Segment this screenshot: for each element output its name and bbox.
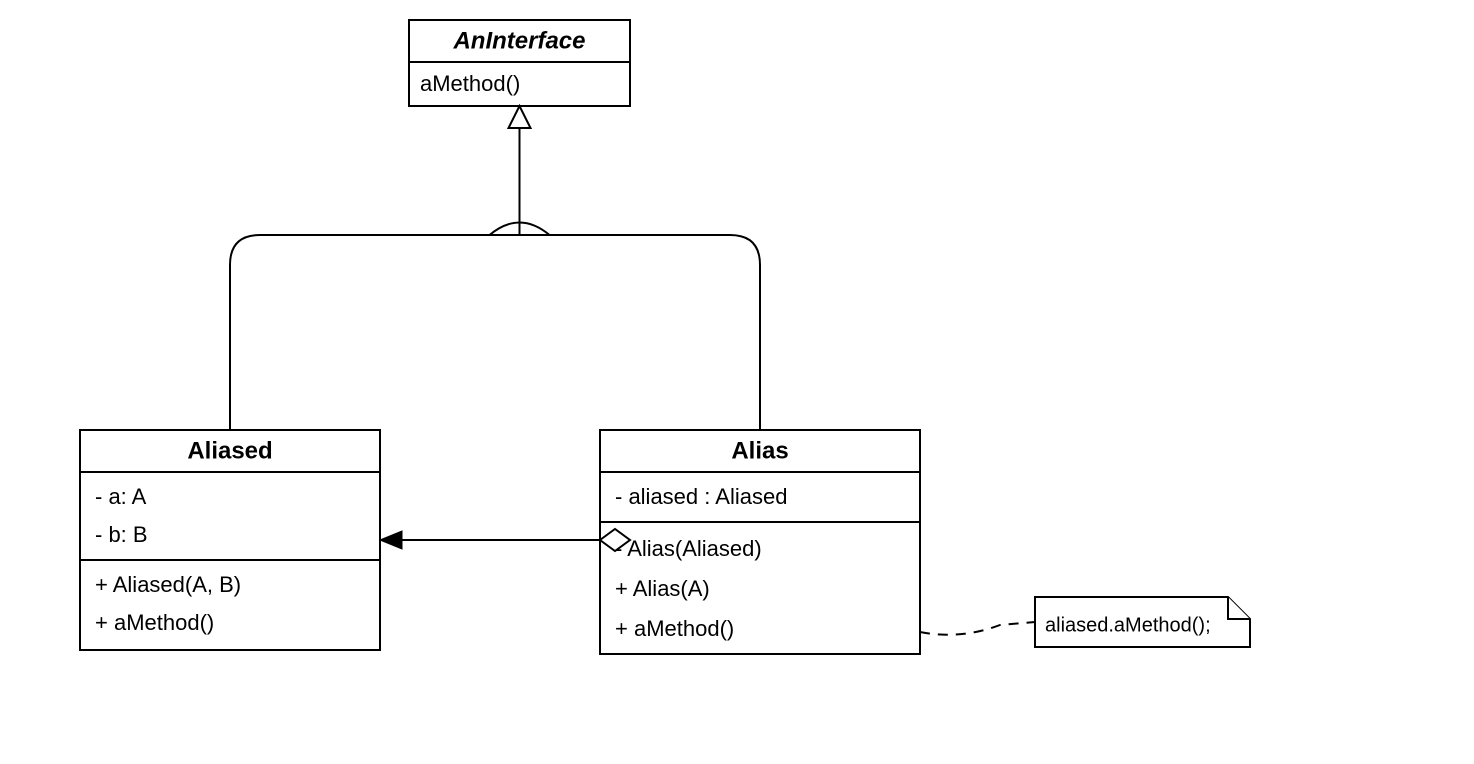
note-text: aliased.aMethod();	[1045, 614, 1211, 636]
alias-method-1: + Alias(A)	[615, 576, 710, 601]
alias-class: Alias - aliased : Aliased - Alias(Aliase…	[600, 430, 920, 654]
alias-attr-0: - aliased : Aliased	[615, 484, 787, 509]
aliased-class: Aliased - a: A - b: B + Aliased(A, B) + …	[80, 430, 380, 650]
interface-method-0: aMethod()	[420, 71, 520, 96]
aliased-method-1: + aMethod()	[95, 610, 214, 635]
uml-diagram: AnInterface aMethod() Aliased - a: A - b…	[0, 0, 1474, 764]
interface-title: AnInterface	[452, 27, 585, 54]
note-link	[920, 622, 1035, 635]
generalization-connector	[230, 106, 760, 430]
aliased-title: Aliased	[187, 437, 272, 464]
note: aliased.aMethod();	[1035, 597, 1250, 647]
alias-title: Alias	[731, 437, 788, 464]
aliased-attr-1: - b: B	[95, 522, 148, 547]
interface-class: AnInterface aMethod()	[409, 20, 630, 106]
alias-method-0: - Alias(Aliased)	[615, 536, 762, 561]
aliased-method-0: + Aliased(A, B)	[95, 572, 241, 597]
aliased-attr-0: - a: A	[95, 484, 147, 509]
aggregation-connector	[380, 529, 630, 551]
alias-method-2: + aMethod()	[615, 616, 734, 641]
